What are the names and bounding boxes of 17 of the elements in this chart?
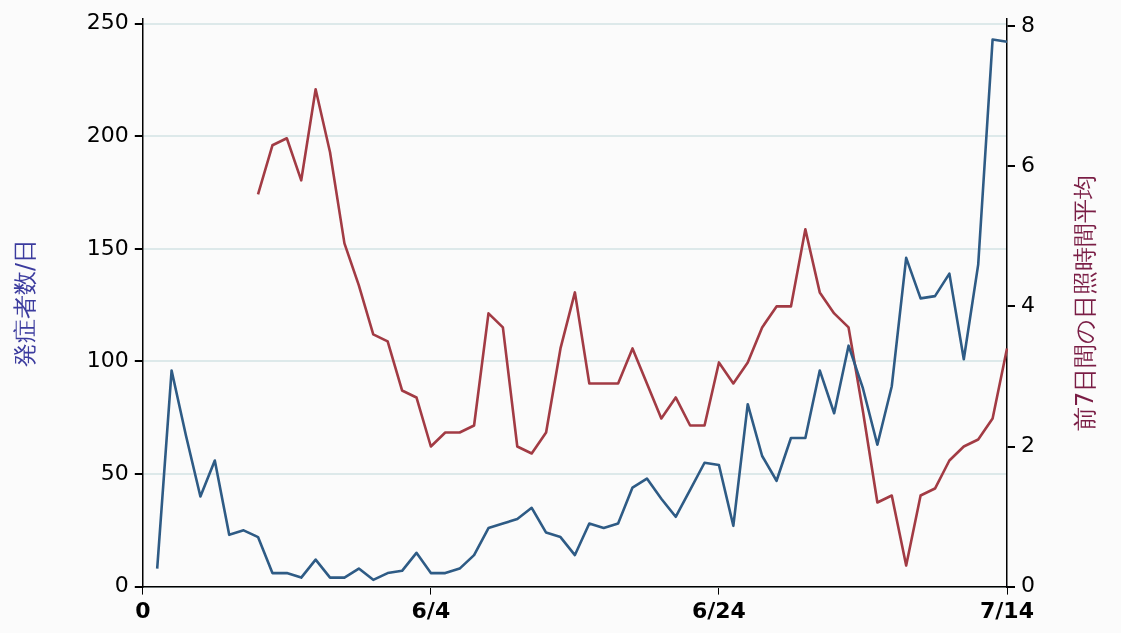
y-tick-label: 250: [86, 9, 129, 35]
y-tick-label: 100: [86, 347, 129, 373]
x-tick-label: 6/4: [411, 597, 451, 623]
y-axis-title: 発症者数/日: [10, 238, 39, 367]
y-tick-label: 50: [100, 459, 129, 485]
y-tick-label: 0: [114, 572, 129, 598]
y2-tick-label: 4: [1021, 292, 1035, 318]
y2-tick-label: 0: [1021, 572, 1035, 598]
y2-tick-label: 2: [1021, 432, 1035, 458]
y2-tick-label: 6: [1021, 152, 1035, 178]
y-tick-label: 200: [86, 122, 129, 147]
x-tick-label: 0: [135, 597, 151, 623]
y-tick-label: 150: [86, 234, 129, 260]
y2-tick-label: 8: [1021, 11, 1035, 37]
y2-axis-title: 前7日間の日照時間平均: [1071, 174, 1100, 432]
x-tick-label: 7/14: [980, 597, 1034, 623]
x-tick-label: 6/24: [691, 597, 746, 623]
